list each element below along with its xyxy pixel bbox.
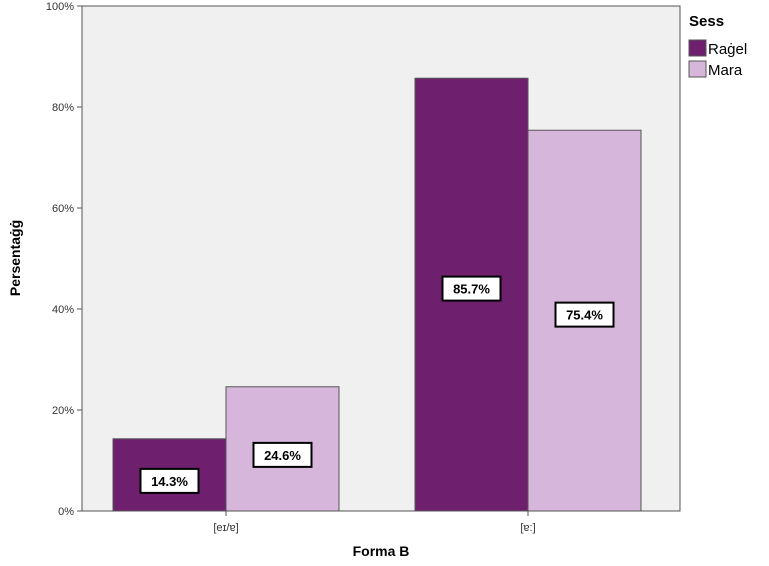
- data-label-text: 85.7%: [453, 282, 490, 297]
- legend-label: Mara: [708, 62, 743, 79]
- x-axis: [eɪ/ɐ] [ɐ:]: [213, 511, 536, 534]
- legend-title: Sess: [689, 13, 724, 30]
- y-tick-label: 20%: [52, 405, 74, 417]
- legend-label: Raġel: [708, 41, 747, 58]
- y-tick-label: 40%: [52, 304, 74, 316]
- y-axis-title: Persentaġġ: [7, 220, 23, 296]
- y-tick-label: 0%: [58, 506, 74, 518]
- x-tick-label: [eɪ/ɐ]: [213, 522, 238, 534]
- data-label-box: [139, 467, 200, 494]
- data-label: 14.3%: [139, 467, 200, 494]
- data-label: 85.7%: [441, 275, 502, 302]
- data-label: 24.6%: [252, 441, 313, 468]
- legend-swatch-mara: [688, 60, 707, 78]
- data-label-box: [554, 301, 615, 328]
- y-axis: 0% 20% 40% 60% 80% 100%: [46, 1, 82, 518]
- bar-mara-1: [225, 386, 340, 512]
- data-label-box: [441, 275, 502, 302]
- legend-swatch-rael: [688, 39, 707, 57]
- data-label: 75.4%: [554, 301, 615, 328]
- y-tick-label: 80%: [52, 102, 74, 114]
- x-axis-title: Forma B: [353, 543, 410, 559]
- y-tick-label: 60%: [52, 203, 74, 215]
- bars: 14.3% 24.6% 85.7% 75.4%: [112, 77, 642, 512]
- legend: Sess Raġel Mara: [688, 13, 747, 79]
- data-label-text: 24.6%: [264, 448, 301, 463]
- x-tick-label: [ɐ:]: [520, 522, 535, 534]
- data-label-text: 75.4%: [566, 308, 603, 323]
- data-label-box: [252, 441, 313, 468]
- data-label-text: 14.3%: [151, 474, 188, 489]
- y-tick-label: 100%: [46, 1, 74, 13]
